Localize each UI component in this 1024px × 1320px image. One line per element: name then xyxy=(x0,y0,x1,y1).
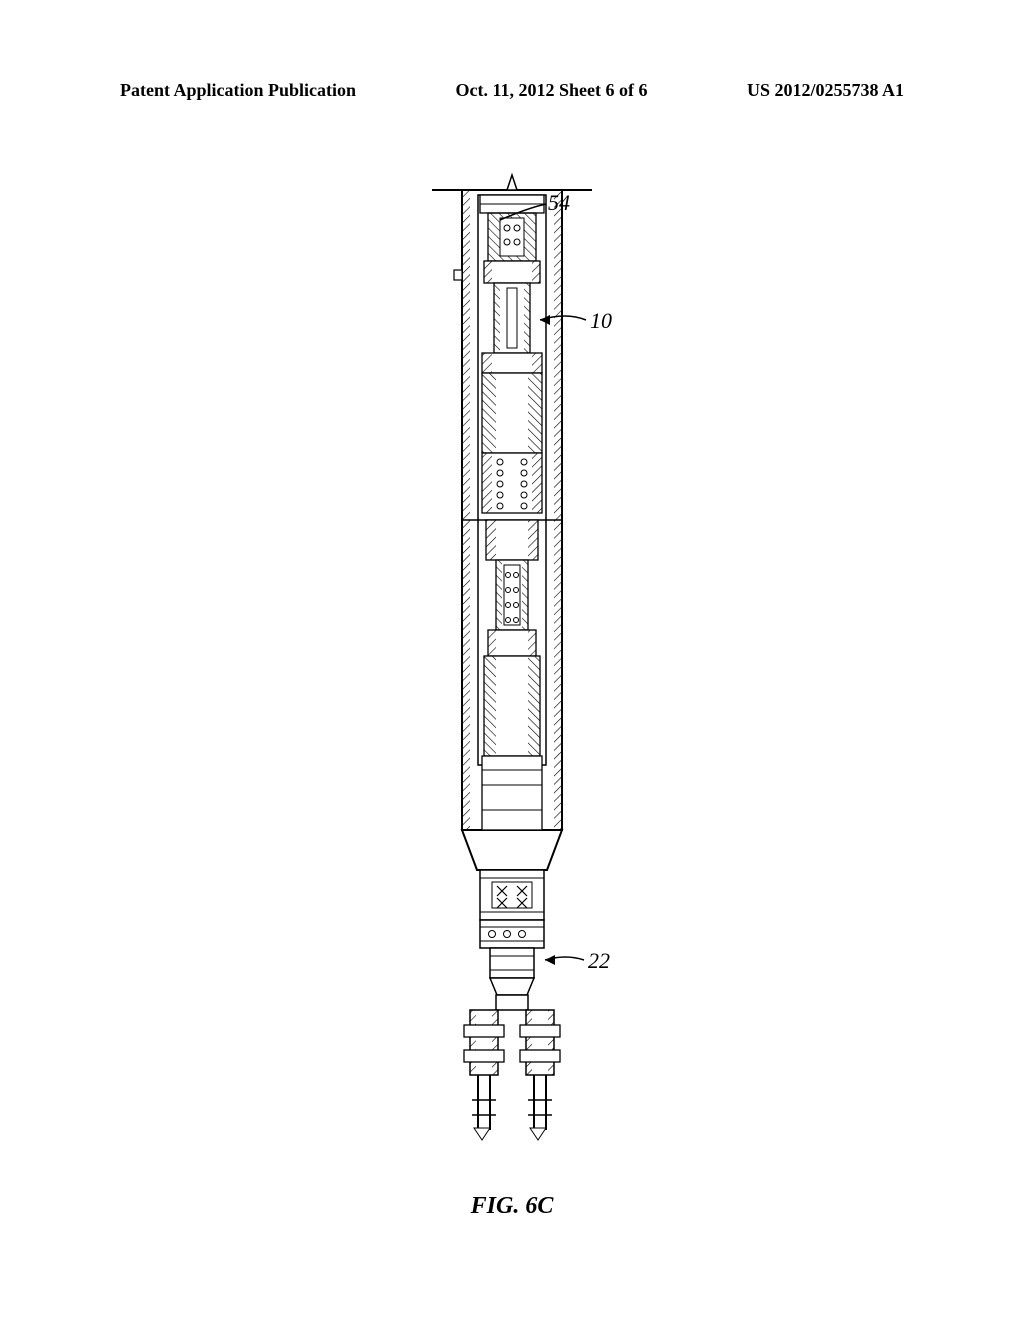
callout-22: 22 xyxy=(588,948,610,974)
header-center: Oct. 11, 2012 Sheet 6 of 6 xyxy=(456,80,648,101)
callout-leaders xyxy=(0,160,1024,1240)
callout-10: 10 xyxy=(590,308,612,334)
page-header: Patent Application Publication Oct. 11, … xyxy=(0,80,1024,101)
figure-label: FIG. 6C xyxy=(0,1193,1024,1220)
callout-54: 54 xyxy=(548,190,570,216)
header-left: Patent Application Publication xyxy=(120,80,356,101)
callout-ref: 54 xyxy=(548,190,570,215)
callout-ref: 22 xyxy=(588,948,610,973)
header-right: US 2012/0255738 A1 xyxy=(747,80,904,101)
callout-ref: 10 xyxy=(590,308,612,333)
figure-container: 54 10 22 FIG. 6C xyxy=(0,160,1024,1240)
